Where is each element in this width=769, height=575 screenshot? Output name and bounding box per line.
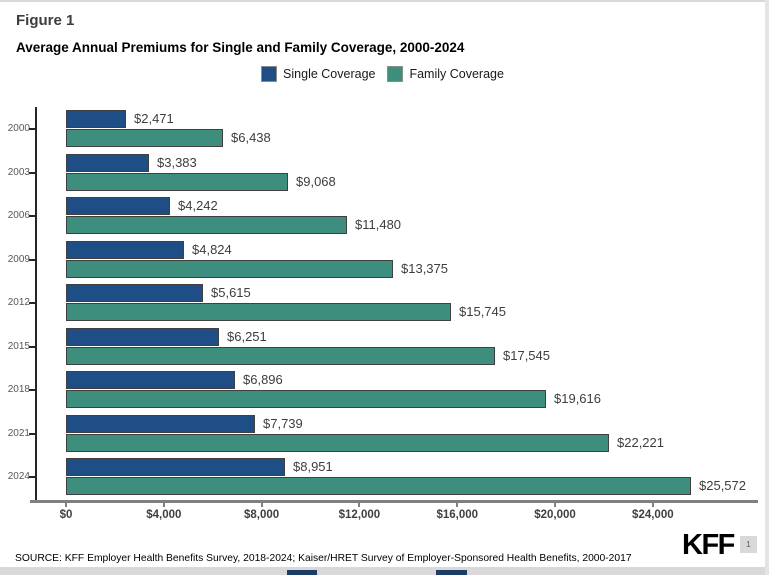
legend-label: Family Coverage xyxy=(409,67,504,81)
x-axis-tick xyxy=(65,503,67,507)
x-axis-tick xyxy=(260,503,263,507)
bar-family-coverage xyxy=(66,390,546,408)
legend-label: Single Coverage xyxy=(283,67,376,81)
single-coverage-swatch xyxy=(261,66,278,82)
bar-value-label: $5,615 xyxy=(211,285,251,300)
bar-family-coverage xyxy=(66,172,288,191)
x-axis-label: $8,000 xyxy=(244,509,280,521)
y-axis-labels: 2000 2003 2006 2009 2012 2015 2018 2021 2024 xyxy=(0,107,66,503)
bar-value-label: $22,221 xyxy=(617,434,664,450)
x-axis-tick xyxy=(651,503,654,507)
y-axis-label: 2003 xyxy=(7,166,30,178)
x-axis-line xyxy=(30,500,758,503)
bar-family-coverage xyxy=(66,433,609,452)
y-axis-label: 2009 xyxy=(7,253,30,265)
bar-family-coverage xyxy=(66,216,347,234)
next-slide-peek xyxy=(287,570,317,575)
x-axis-tick xyxy=(456,503,459,507)
kff-logo: KFF xyxy=(682,529,735,561)
legend-item: Single Coverage xyxy=(261,66,375,82)
x-axis-tick xyxy=(162,503,165,507)
bar-value-label: $25,572 xyxy=(699,478,746,493)
x-axis-label: $24,000 xyxy=(632,509,674,521)
bar-value-label: $9,068 xyxy=(296,173,336,189)
x-axis: $0 $4,000 $8,000 $12,000 $16,000 $20,000 $24,0… xyxy=(0,107,769,537)
bottom-strip xyxy=(0,567,769,575)
y-axis-tick xyxy=(29,171,36,174)
bar-family-coverage xyxy=(66,477,691,495)
y-axis-label: 2021 xyxy=(7,427,30,439)
y-axis-label: 2024 xyxy=(7,471,30,482)
slide-right-border xyxy=(765,0,769,575)
y-axis-label: 2000 xyxy=(7,123,30,134)
bar-single-coverage xyxy=(66,240,184,259)
y-axis-tick xyxy=(29,215,36,217)
y-axis-label: 2012 xyxy=(7,297,30,308)
bar-value-label: $4,242 xyxy=(178,198,218,213)
x-axis-label: $12,000 xyxy=(338,509,381,521)
y-axis-label: 2015 xyxy=(7,340,30,352)
y-axis-tick xyxy=(29,128,36,130)
legend: Single Coverage Family Coverage xyxy=(0,64,765,84)
family-coverage-swatch xyxy=(387,66,404,82)
bar-single-coverage xyxy=(66,153,149,172)
bar-single-coverage xyxy=(66,371,235,389)
x-axis-label: $4,000 xyxy=(146,509,182,521)
x-axis-label: $0 xyxy=(59,509,73,521)
bar-single-coverage xyxy=(66,458,285,476)
bar-value-label: $8,951 xyxy=(293,459,333,474)
bar-value-label: $7,739 xyxy=(263,415,303,431)
y-axis-line xyxy=(35,107,37,502)
y-axis-label: 2018 xyxy=(7,384,30,395)
x-axis-tick xyxy=(554,503,557,507)
page-number-badge: 1 xyxy=(740,536,757,553)
bar-value-label: $3,383 xyxy=(157,154,197,170)
figure-label: Figure 1 xyxy=(16,12,75,29)
bar-value-label: $15,745 xyxy=(459,304,506,319)
y-axis-tick xyxy=(29,476,36,478)
y-axis-tick xyxy=(29,302,36,304)
legend-item: Family Coverage xyxy=(387,66,504,82)
bar-single-coverage xyxy=(66,284,203,302)
bar-value-label: $4,824 xyxy=(192,241,232,257)
bar-value-label: $6,896 xyxy=(243,372,283,387)
bar-value-label: $13,375 xyxy=(401,260,448,276)
chart-title: Average Annual Premiums for Single and F… xyxy=(16,40,465,55)
bar-family-coverage xyxy=(66,129,223,147)
bar-family-coverage xyxy=(66,259,393,278)
y-axis-label: 2006 xyxy=(7,210,30,221)
chart: 2000 2003 2006 2009 2012 2015 2018 2021 2024 $2,… xyxy=(0,107,769,537)
y-axis-tick xyxy=(29,258,36,261)
bar-value-label: $2,471 xyxy=(134,111,174,126)
bar-single-coverage xyxy=(66,197,170,215)
bar-family-coverage xyxy=(66,303,451,321)
bar-single-coverage xyxy=(66,327,219,346)
bar-family-coverage xyxy=(66,346,495,365)
x-axis-label: $20,000 xyxy=(534,509,576,521)
source-note: SOURCE: KFF Employer Health Benefits Sur… xyxy=(15,553,632,564)
y-axis-tick xyxy=(29,432,36,435)
bar-single-coverage xyxy=(66,110,126,128)
bar-value-label: $6,251 xyxy=(227,328,267,344)
y-axis-tick xyxy=(29,389,36,391)
slide-top-border xyxy=(0,0,769,2)
bar-value-label: $6,438 xyxy=(231,130,271,145)
bar-value-label: $17,545 xyxy=(503,347,550,363)
bar-value-label: $19,616 xyxy=(554,391,601,406)
bar-single-coverage xyxy=(66,414,255,433)
y-axis-tick xyxy=(29,345,36,348)
next-slide-peek xyxy=(436,570,467,575)
plot-area: $2,471 $6,438 $3,383 $9,068 $4,242 $11,480 $4,… xyxy=(66,107,758,499)
x-axis-label: $16,000 xyxy=(436,509,479,521)
x-axis-tick xyxy=(358,503,361,507)
bar-value-label: $11,480 xyxy=(355,217,402,232)
